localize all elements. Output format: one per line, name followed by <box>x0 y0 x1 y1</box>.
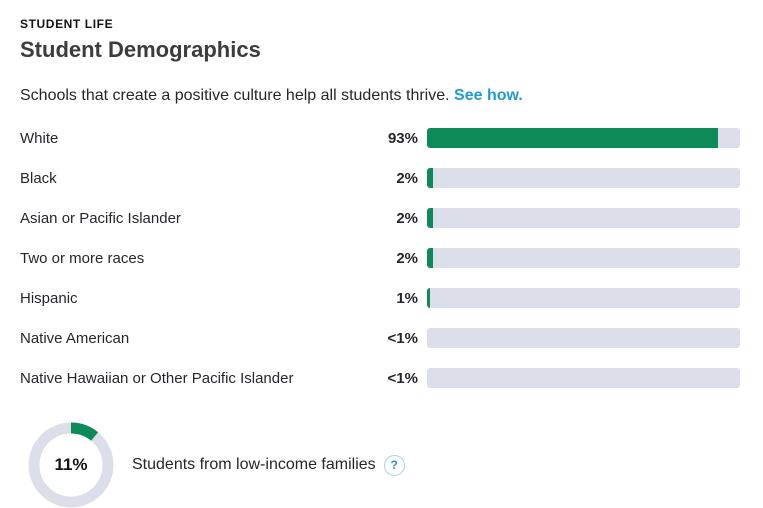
low-income-label: Students from low-income families <box>132 456 376 474</box>
demographic-value: 1% <box>396 289 418 307</box>
intro-text: Schools that create a positive culture h… <box>20 86 740 107</box>
demographic-label: Asian or Pacific Islander <box>20 209 181 227</box>
bar-track <box>427 328 740 349</box>
low-income-donut-chart: 11% <box>28 422 114 508</box>
intro-sentence: Schools that create a positive culture h… <box>20 86 450 104</box>
demographic-value: 93% <box>387 129 418 147</box>
demographic-label: Hispanic <box>20 289 78 307</box>
table-row: Native Hawaiian or Other Pacific Islande… <box>20 358 740 398</box>
demographic-value: 2% <box>396 209 418 227</box>
demographic-label: Two or more races <box>20 249 145 267</box>
bar-track <box>427 248 740 269</box>
low-income-block: 11% Students from low-income families ? <box>20 422 740 508</box>
bar-fill <box>427 208 434 229</box>
demographic-value: 2% <box>396 169 418 187</box>
help-icon[interactable]: ? <box>383 454 405 476</box>
demographic-value: <1% <box>387 329 418 347</box>
demographic-value: <1% <box>387 369 418 387</box>
donut-value-arc <box>28 422 114 508</box>
table-row: Hispanic 1% <box>20 278 740 318</box>
table-row: Native American <1% <box>20 318 740 358</box>
bar-track <box>427 128 740 149</box>
table-row: White 93% <box>20 118 740 158</box>
page-title: Student Demographics <box>20 37 261 63</box>
donut-svg <box>28 422 114 508</box>
demographic-value: 2% <box>396 249 418 267</box>
bar-fill <box>427 128 719 149</box>
demographic-label: Native American <box>20 329 130 347</box>
bar-track <box>427 288 740 309</box>
bar-track <box>427 368 740 389</box>
demographic-label: Native Hawaiian or Other Pacific Islande… <box>20 369 294 387</box>
section-eyebrow: STUDENT LIFE <box>20 17 114 31</box>
bar-fill <box>427 248 434 269</box>
bar-track <box>427 168 740 189</box>
see-how-link[interactable]: See how. <box>454 86 523 104</box>
bar-fill <box>427 168 434 189</box>
low-income-legend: Students from low-income families ? <box>132 454 405 476</box>
demographics-bar-chart: White 93% Black 2% Asian or Pacific Isla… <box>20 118 740 398</box>
table-row: Two or more races 2% <box>20 238 740 278</box>
demographic-label: Black <box>20 169 57 187</box>
bar-fill <box>427 288 431 309</box>
donut-percent-label: 11% <box>54 455 88 475</box>
table-row: Black 2% <box>20 158 740 198</box>
bar-track <box>427 208 740 229</box>
table-row: Asian or Pacific Islander 2% <box>20 198 740 238</box>
demographic-label: White <box>20 129 59 147</box>
